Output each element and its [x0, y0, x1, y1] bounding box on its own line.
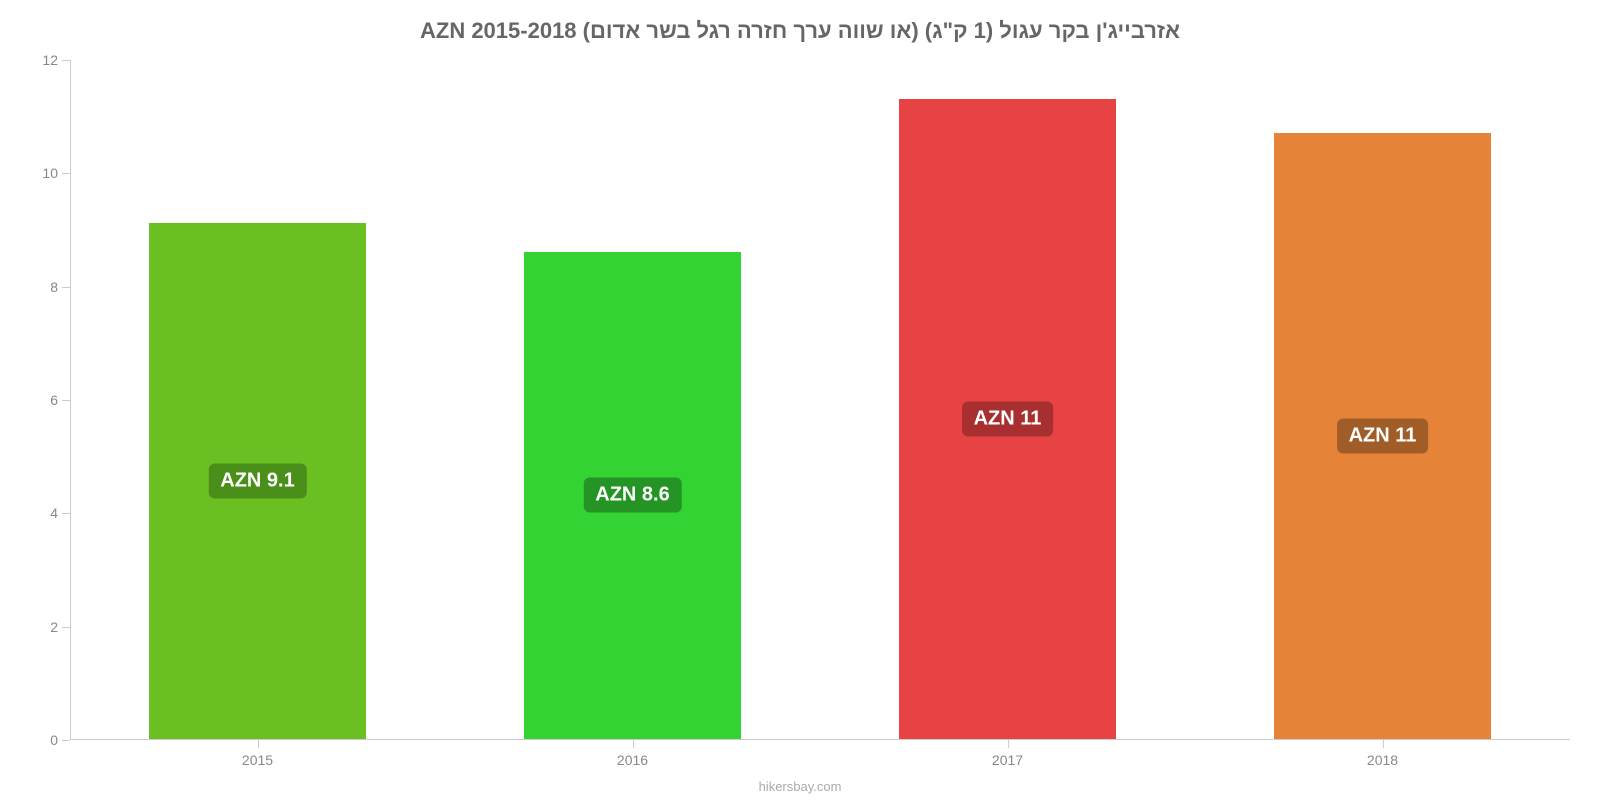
- y-tick: [62, 400, 70, 401]
- bar-value-label: AZN 9.1: [208, 464, 306, 499]
- bar: AZN 9.1: [149, 223, 367, 739]
- y-tick-label: 8: [50, 279, 58, 295]
- x-axis: [70, 739, 1570, 740]
- bar-value-label: AZN 8.6: [583, 478, 681, 513]
- y-tick: [62, 513, 70, 514]
- bar-value-label: AZN 11: [1337, 418, 1429, 453]
- y-tick-label: 0: [50, 732, 58, 748]
- x-tick-label: 2015: [242, 752, 273, 768]
- bar: AZN 11: [899, 99, 1117, 739]
- y-tick: [62, 60, 70, 61]
- y-tick-label: 4: [50, 505, 58, 521]
- y-tick: [62, 287, 70, 288]
- y-tick-label: 6: [50, 392, 58, 408]
- x-tick-label: 2017: [992, 752, 1023, 768]
- y-tick-label: 12: [42, 52, 58, 68]
- y-tick-label: 10: [42, 165, 58, 181]
- y-axis: [70, 60, 71, 740]
- x-tick: [633, 740, 634, 748]
- y-tick: [62, 740, 70, 741]
- chart-title: אזרבייג'ן בקר עגול (1 ק"ג) (או שווה ערך …: [0, 0, 1600, 44]
- bar: AZN 11: [1274, 133, 1492, 739]
- y-tick: [62, 173, 70, 174]
- y-tick: [62, 627, 70, 628]
- y-tick-label: 2: [50, 619, 58, 635]
- attribution-text: hikersbay.com: [759, 779, 842, 794]
- x-tick-label: 2016: [617, 752, 648, 768]
- x-tick: [258, 740, 259, 748]
- plot-area: 0246810122015AZN 9.12016AZN 8.62017AZN 1…: [70, 60, 1570, 740]
- x-tick-label: 2018: [1367, 752, 1398, 768]
- x-tick: [1383, 740, 1384, 748]
- bar-value-label: AZN 11: [962, 401, 1054, 436]
- x-tick: [1008, 740, 1009, 748]
- bar: AZN 8.6: [524, 252, 742, 739]
